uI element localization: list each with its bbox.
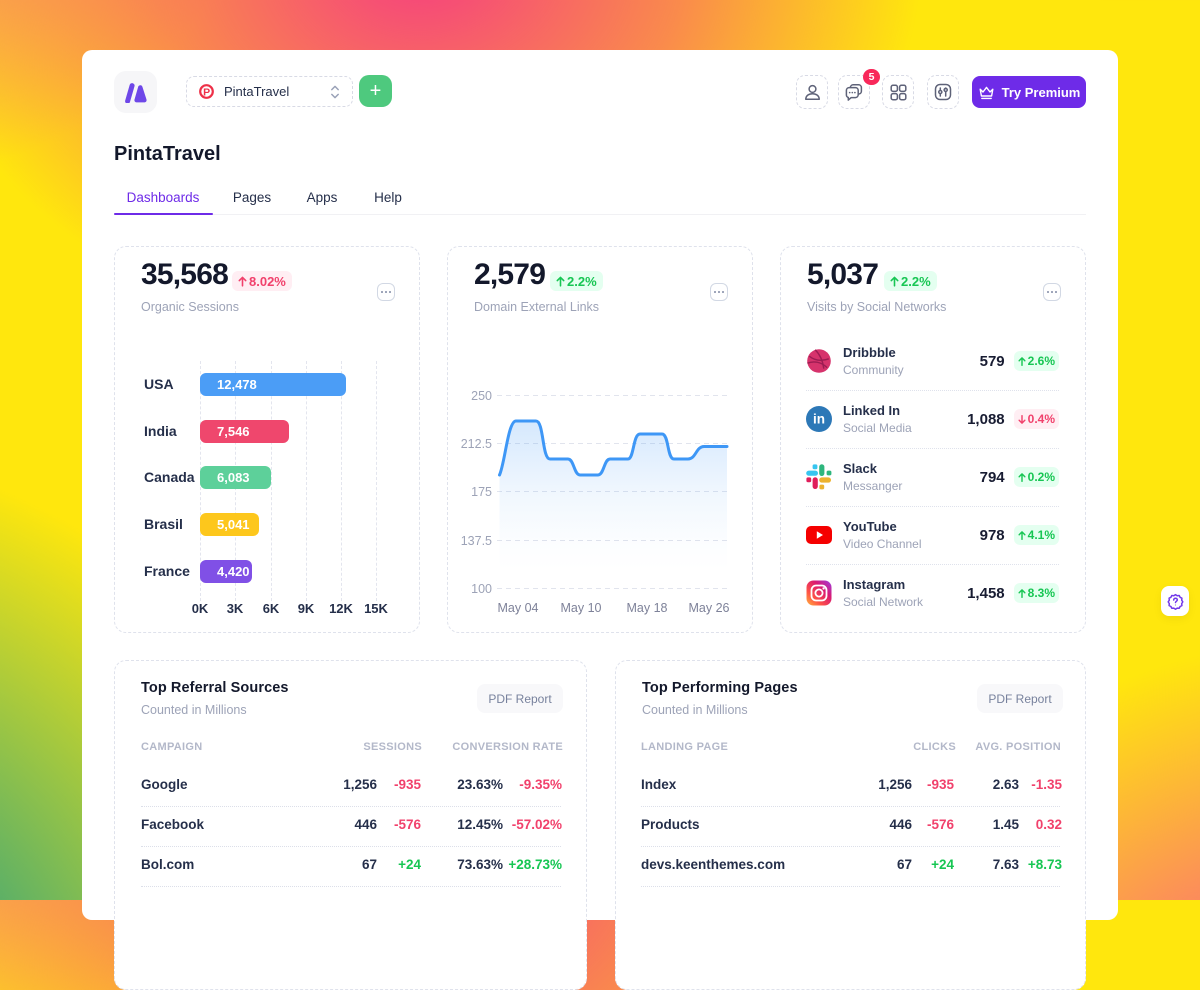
svg-text:P: P [203, 86, 210, 98]
svg-text:in: in [813, 412, 825, 427]
